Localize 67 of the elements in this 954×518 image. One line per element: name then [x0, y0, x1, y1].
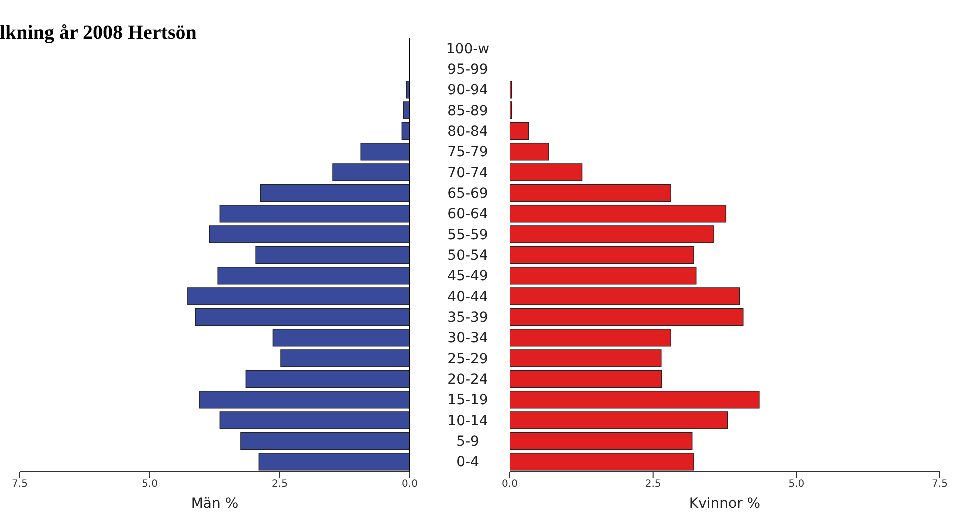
- bar: [402, 122, 410, 140]
- bar: [360, 143, 410, 161]
- y-tick-label: 0-4: [456, 454, 480, 471]
- bar: [240, 432, 410, 450]
- y-tick-label: 20-24: [448, 372, 488, 388]
- bar: [256, 246, 410, 264]
- x-tick-label: 5.0: [142, 479, 158, 490]
- y-tick-label: 5-9: [456, 434, 480, 450]
- x-tick-label: 2.5: [645, 479, 662, 490]
- bar: [246, 370, 410, 388]
- y-tick-label: 25-29: [448, 351, 488, 368]
- bar: [220, 412, 410, 430]
- y-tick-label: 30-34: [448, 330, 488, 347]
- y-tick-label: 90-94: [448, 82, 488, 99]
- y-tick-label: 95-99: [448, 62, 488, 78]
- bar: [332, 164, 410, 182]
- y-tick-label: 70-74: [448, 165, 488, 182]
- bar: [272, 329, 410, 347]
- bar: [510, 391, 760, 409]
- bar: [280, 350, 410, 368]
- y-tick-label: 85-89: [448, 103, 488, 120]
- bar: [510, 205, 727, 223]
- y-tick-label: 35-39: [448, 310, 488, 326]
- bar: [510, 370, 662, 388]
- bar: [510, 122, 530, 140]
- x-tick-label: 2.5: [272, 479, 288, 490]
- bar: [260, 184, 410, 202]
- bar: [195, 308, 410, 326]
- x-tick-label: 7.5: [12, 479, 28, 490]
- bar: [510, 453, 694, 471]
- y-tick-label: 50-54: [448, 248, 488, 264]
- x-axis-title: Män %: [191, 496, 239, 512]
- y-tick-label: 40-44: [448, 289, 488, 306]
- bar: [510, 226, 715, 244]
- y-tick-label: 80-84: [448, 124, 488, 140]
- y-tick-label: 75-79: [448, 144, 488, 161]
- x-tick-label: 0.0: [402, 479, 418, 490]
- bar: [510, 164, 583, 182]
- bar: [220, 205, 410, 223]
- bar: [218, 267, 410, 285]
- bar: [403, 102, 410, 120]
- chart-title: lkning år 2008 Hertsön: [0, 22, 197, 45]
- bar: [510, 184, 672, 202]
- bar: [510, 143, 550, 161]
- y-tick-label: 10-14: [448, 413, 488, 430]
- x-tick-label: 7.5: [932, 479, 948, 490]
- bar: [258, 453, 410, 471]
- bar: [510, 432, 693, 450]
- y-tick-label: 65-69: [448, 186, 488, 202]
- bar: [510, 246, 694, 264]
- y-tick-label: 15-19: [448, 392, 488, 409]
- y-tick-label: 60-64: [448, 206, 488, 223]
- x-axis-title: Kvinnor %: [689, 496, 761, 512]
- bar: [510, 329, 672, 347]
- y-tick-label: 100-w: [446, 41, 490, 58]
- bar: [510, 308, 744, 326]
- bar: [510, 350, 662, 368]
- y-tick-label: 45-49: [448, 268, 488, 285]
- x-tick-label: 5.0: [788, 479, 805, 490]
- bar: [510, 267, 697, 285]
- y-tick-label: 55-59: [448, 227, 488, 244]
- bar: [200, 391, 410, 409]
- bar: [510, 412, 728, 430]
- bar: [188, 288, 410, 306]
- bar: [510, 288, 740, 306]
- x-tick-label: 0.0: [502, 479, 518, 490]
- bar: [209, 226, 410, 244]
